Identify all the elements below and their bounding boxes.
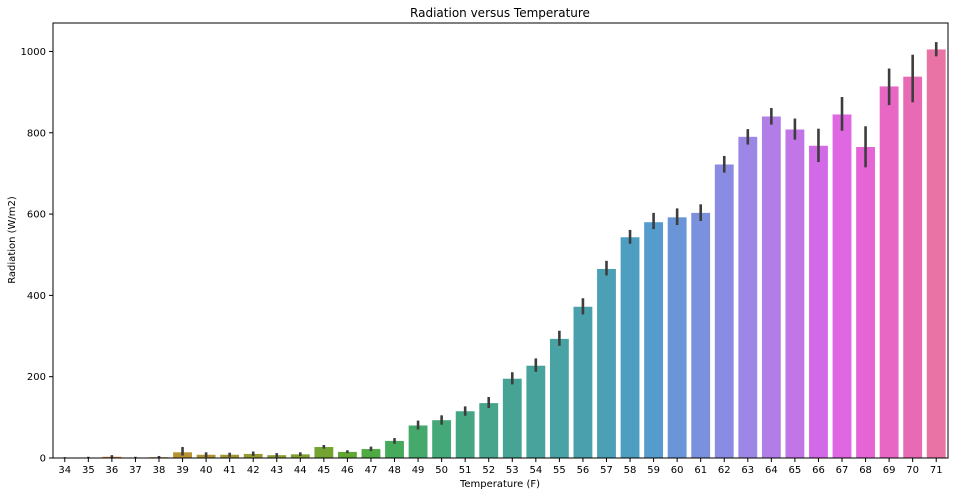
y-tick-label: 1000 — [21, 47, 46, 58]
plot-area: 34 35 36 37 38 39 40 41 42 43 44 45 46 47 48 49 50 51 52 53… — [21, 22, 949, 476]
bar-60 — [667, 217, 687, 458]
bar-47 — [361, 449, 381, 458]
x-tick-label: 45 — [317, 465, 330, 476]
x-tick-label: 44 — [294, 465, 307, 476]
x-tick-label: 34 — [58, 465, 71, 476]
bar-65 — [785, 129, 805, 458]
x-tick-label: 42 — [247, 465, 260, 476]
x-tick-label: 58 — [624, 465, 637, 476]
x-tick-label: 56 — [577, 465, 590, 476]
x-tick-label: 49 — [412, 465, 425, 476]
bar-46 — [337, 451, 357, 458]
x-tick-label: 68 — [859, 465, 872, 476]
x-tick-label: 35 — [82, 465, 95, 476]
x-tick-label: 66 — [812, 465, 825, 476]
x-axis-label: Temperature (F) — [459, 479, 540, 490]
x-tick-label: 53 — [506, 465, 519, 476]
bar-69 — [879, 86, 899, 458]
x-tick-label: 65 — [789, 465, 802, 476]
bar-63 — [738, 136, 758, 458]
x-tick-label: 40 — [200, 465, 213, 476]
bar-68 — [856, 146, 875, 458]
bar-45 — [314, 447, 334, 458]
bar-55 — [549, 338, 569, 458]
x-tick-label: 64 — [765, 465, 778, 476]
y-tick-label: 0 — [40, 454, 46, 465]
bar-53 — [502, 378, 522, 458]
bar-61 — [691, 212, 711, 458]
bar-52 — [479, 403, 499, 458]
x-tick-label: 63 — [741, 465, 754, 476]
chart-title: Radiation versus Temperature — [410, 6, 590, 20]
bar-67 — [832, 114, 852, 459]
bar-44 — [290, 454, 310, 458]
plot-frame — [52, 22, 949, 459]
x-tick-label: 60 — [671, 465, 684, 476]
x-tick-label: 48 — [388, 465, 401, 476]
x-tick-label: 37 — [129, 465, 142, 476]
x-tick-label: 50 — [435, 465, 448, 476]
bar-51 — [455, 411, 475, 458]
x-tick-label: 54 — [529, 465, 542, 476]
bar-49 — [408, 425, 428, 458]
bar-59 — [644, 222, 664, 458]
x-tick-label: 47 — [365, 465, 378, 476]
bar-64 — [761, 116, 781, 458]
x-tick-label: 62 — [718, 465, 731, 476]
bar-66 — [809, 145, 828, 458]
x-tick-label: 59 — [647, 465, 660, 476]
y-tick-label: 400 — [27, 291, 46, 302]
x-tick-label: 51 — [459, 465, 472, 476]
bar-71 — [926, 49, 946, 458]
y-tick-label: 800 — [27, 128, 46, 139]
bar-50 — [432, 420, 452, 458]
x-tick-label: 36 — [106, 465, 119, 476]
x-tick-label: 39 — [176, 465, 189, 476]
bar-58 — [620, 237, 640, 458]
y-axis-label: Radiation (W/m2) — [7, 196, 18, 284]
y-tick-label: 600 — [27, 210, 46, 221]
x-tick-label: 70 — [906, 465, 919, 476]
y-tick-label: 200 — [27, 372, 46, 383]
x-tick-label: 55 — [553, 465, 566, 476]
x-tick-label: 61 — [694, 465, 707, 476]
x-tick-label: 52 — [482, 465, 495, 476]
bar-54 — [526, 365, 546, 458]
x-tick-label: 67 — [836, 465, 849, 476]
bar-56 — [573, 306, 593, 458]
bar-48 — [385, 440, 404, 458]
x-tick-label: 38 — [153, 465, 166, 476]
x-tick-label: 71 — [930, 465, 943, 476]
x-tick-label: 57 — [600, 465, 613, 476]
bar-70 — [903, 76, 923, 459]
x-tick-label: 43 — [270, 465, 283, 476]
bar-57 — [597, 268, 616, 458]
x-tick-label: 69 — [883, 465, 896, 476]
x-tick-label: 46 — [341, 465, 354, 476]
bar-62 — [714, 164, 734, 459]
x-tick-label: 41 — [223, 465, 236, 476]
